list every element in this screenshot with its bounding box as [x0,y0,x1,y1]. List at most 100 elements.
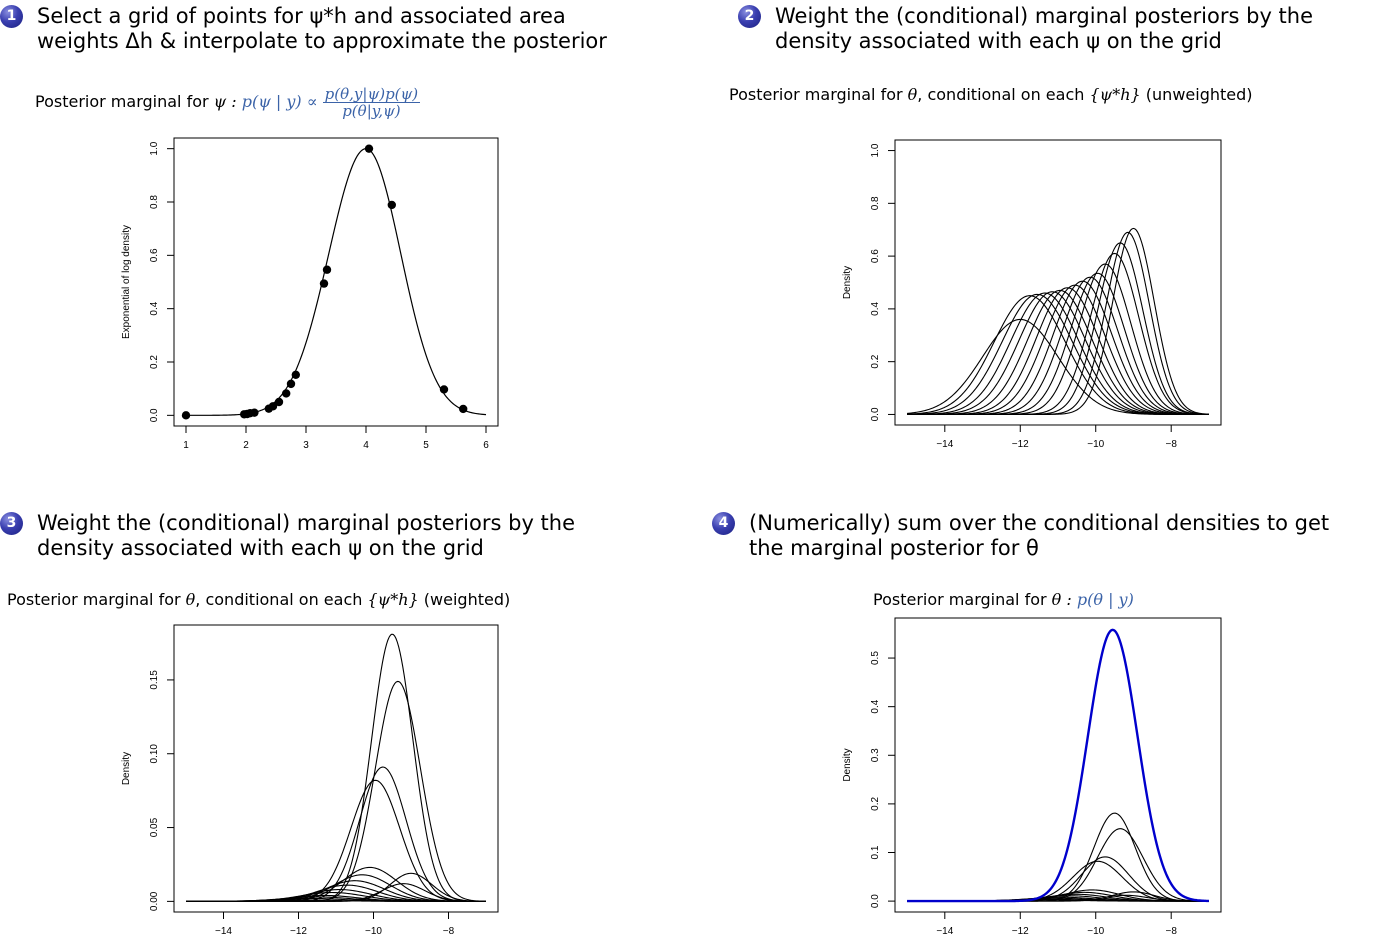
conditional-density-curve [186,633,486,902]
grid-point [250,408,259,417]
x-tick-label: −12 [1012,926,1029,937]
y-tick-label: 0.0 [870,894,881,908]
x-tick-label: −8 [1165,926,1177,937]
step-1-badge: 1 [0,5,23,28]
grid-point [291,370,300,379]
x-tick-label: 4 [363,440,369,451]
grid-point [364,144,374,153]
x-tick-label: −12 [290,926,307,937]
plot-frame [173,624,499,913]
y-tick-label: 1.0 [870,143,881,157]
panel-4-title-formula: p(θ | y) [1076,590,1134,609]
step-2-header: 2 Weight the (conditional) marginal post… [738,4,1313,54]
marginal-posterior-curve [907,628,1209,903]
step-2-text: Weight the (conditional) marginal poster… [775,4,1314,53]
panel-1-title-numerator: p(θ,y|ψ)p(ψ) [322,85,421,103]
conditional-density-curve [907,252,1209,415]
panel-2-title: Posterior marginal for θ, conditional on… [729,85,1253,104]
y-tick-label: 0.2 [870,797,881,811]
y-tick-label: 0.0 [870,407,881,421]
grid-point [181,411,191,420]
y-axis-label: Density [842,748,853,781]
y-tick-label: 0.4 [870,699,881,713]
y-tick-label: 0.05 [149,817,160,837]
grid-point [282,389,291,398]
y-tick-label: 0.10 [149,744,160,764]
conditional-density-curve [907,242,1209,415]
x-tick-label: −10 [1087,439,1104,450]
y-tick-label: 0.0 [149,408,160,422]
panel-3-title-suffix: (weighted) [423,590,511,609]
x-tick-label: 2 [243,440,249,451]
grid-point [319,279,329,288]
x-tick-label: −14 [215,926,232,937]
panel-4-title-prefix: Posterior marginal for [873,590,1047,609]
panel-3-chart: −14 −12 −10 −8 0.00 0.05 0.10 0.15 Density [121,624,499,937]
panel-2-title-prefix: Posterior marginal for [729,85,903,104]
panel-3-title-var: θ [185,590,196,609]
conditional-density-curve [907,227,1209,415]
conditional-density-curve [907,812,1209,902]
step-3-header: 3 Weight the (conditional) marginal post… [0,511,575,561]
panel-3-title-set: {ψ*h} [367,590,419,609]
panel-3-title: Posterior marginal for θ, conditional on… [7,590,510,609]
x-tick-label: −14 [936,926,953,937]
plot-frame [894,617,1222,913]
panel-2-title-var: θ [907,85,918,104]
y-tick-label: 0.8 [870,196,881,210]
step-4-header: 4 (Numerically) sum over the conditional… [712,511,1329,561]
y-tick-label: 0.6 [149,248,160,262]
panel-2-chart: −14 −12 −10 −8 0.0 0.2 0.4 0.6 0.8 1.0 Density [842,139,1222,450]
plot-frame [894,139,1222,426]
x-tick-label: −8 [443,926,455,937]
x-tick-label: 5 [423,440,429,451]
panel-4-title: Posterior marginal for θ : p(θ | y) [873,590,1134,609]
panel-2-title-suffix: (unweighted) [1145,85,1253,104]
grid-point [439,385,449,394]
panel-3-title-cond: , conditional on each [195,590,363,609]
x-tick-label: 3 [303,440,309,451]
step-4-text: (Numerically) sum over the conditional d… [749,511,1330,560]
conditional-density-curve [907,263,1209,415]
y-tick-label: 0.3 [870,748,881,762]
panel-1-title-denominator: p(θ|y,ψ) [342,102,401,120]
conditional-density-curve [186,899,486,902]
x-tick-label: 1 [183,440,189,451]
panel-1-title-fraction: p(θ,y|ψ)p(ψ) p(θ|y,ψ) [322,85,421,120]
x-tick-label: −12 [1012,439,1029,450]
grid-point [387,200,396,210]
grid-point [322,265,332,274]
y-tick-label: 0.2 [149,355,160,369]
step-3-text: Weight the (conditional) marginal poster… [37,511,576,560]
y-tick-label: 0.15 [149,670,160,690]
y-axis-label: Density [121,752,132,785]
y-tick-label: 0.5 [870,651,881,665]
step-3-badge: 3 [0,512,23,535]
step-1-text: Select a grid of points for ψ*h and asso… [37,4,607,53]
y-tick-label: 0.2 [870,354,881,368]
step-2-badge: 2 [738,5,761,28]
x-tick-label: −10 [1087,926,1104,937]
conditional-density-curve [907,293,1209,415]
step-1-header: 1 Select a grid of points for ψ*h and as… [0,4,607,54]
grid-point [274,397,284,407]
y-tick-label: 1.0 [149,141,160,155]
y-tick-label: 0.4 [870,302,881,316]
panel-1-chart: 1 2 3 4 5 6 0.0 0.2 0.4 0.6 0.8 1.0 Exponential of l… [121,137,499,451]
y-tick-label: 0.4 [149,301,160,315]
panel-1-title-lhs: p(ψ | y) ∝ [241,92,318,111]
x-tick-label: −14 [936,439,953,450]
y-tick-label: 0.6 [870,249,881,263]
grid-point [268,402,278,411]
panel-4-chart: −14 −12 −10 −8 0.0 0.1 0.2 0.3 0.4 0.5 Density [842,617,1222,937]
panel-4-title-var: θ : [1051,590,1072,609]
panel-1-title-var: ψ : [213,92,237,111]
panel-2-title-cond: , conditional on each [917,85,1085,104]
grid-point [286,379,296,389]
conditional-density-curve [186,766,486,902]
y-tick-label: 0.00 [149,891,160,911]
grid-point [459,404,468,414]
panel-1-title-prefix: Posterior marginal for [35,92,209,111]
x-tick-label: −8 [1165,439,1177,450]
density-curve [186,148,487,416]
